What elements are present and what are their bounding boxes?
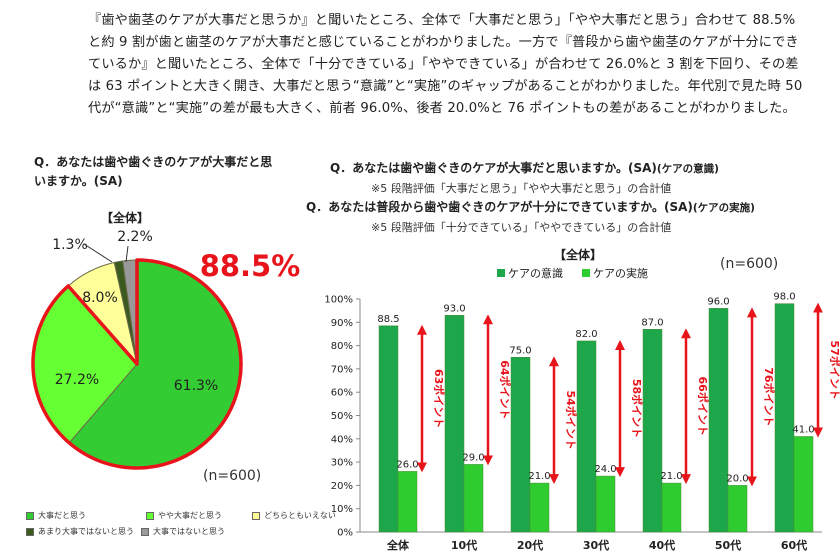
pie-legend-swatch	[26, 527, 34, 536]
bar-question-1: Q．あなたは歯や歯ぐきのケアが大事だと思いますか。(SA)(ケアの意識)	[330, 159, 719, 176]
pie-legend-swatch	[26, 511, 34, 520]
bar-question-1-tag: (ケアの意識)	[656, 163, 719, 175]
pie-slice-label: 1.3%	[52, 237, 88, 253]
pie-legend-swatch	[146, 511, 154, 520]
pie-sample-size: (n=600)	[203, 468, 262, 484]
pie-slice-label: 2.2%	[117, 229, 153, 245]
bar-sample-size: (n=600)	[720, 256, 779, 272]
pie-legend-label: あまり大事ではないと思う	[38, 527, 134, 536]
pie-subtitle: 【全体】	[101, 211, 150, 225]
pie-legend-label: 大事ではないと思う	[153, 527, 225, 536]
pie-leader-line	[125, 245, 129, 263]
bar-question-2-text: Q．あなたは普段から歯や歯ぐきのケアが十分にできていますか。(SA)	[306, 200, 693, 214]
intro-paragraph: 『歯や歯茎のケアが大事だと思うか』と聞いたところ、全体で「大事だと思う」「やや大…	[88, 13, 803, 116]
bar-note-1: ※5 段階評価「大事だと思う」「やや大事だと思う」の合計値	[371, 182, 672, 195]
pie-legend-swatch	[141, 527, 149, 536]
pie-legend-label: どちらともいえない	[264, 511, 336, 520]
pie-highlight-outline	[31, 258, 243, 470]
pie-question: Q．あなたは歯や歯ぐきのケアが大事だと思いますか。(SA)	[34, 155, 273, 188]
pie-slice-label: 8.0%	[82, 290, 118, 306]
pie-leader-line	[83, 243, 113, 263]
bar-question-1-text: Q．あなたは歯や歯ぐきのケアが大事だと思いますか。(SA)	[330, 161, 657, 175]
pie-highlight-value: 88.5%	[200, 249, 301, 283]
bar-question-2: Q．あなたは普段から歯や歯ぐきのケアが十分にできていますか。(SA)(ケアの実施…	[306, 198, 755, 215]
pie-legend-swatch	[252, 511, 260, 520]
pie-slice-label: 61.3%	[174, 378, 218, 394]
pie-legend-item: 大事ではないと思う	[141, 526, 225, 537]
bar-question-2-tag: (ケアの実施)	[692, 202, 755, 214]
bar-note-2: ※5 段階評価「十分できている」「ややできている」の合計値	[371, 221, 672, 234]
pie-legend-label: やや大事だと思う	[158, 511, 222, 520]
pie-legend-item: やや大事だと思う	[146, 510, 222, 521]
pie-legend-label: 大事だと思う	[38, 511, 86, 520]
pie-legend-item: あまり大事ではないと思う	[26, 526, 134, 537]
pie-legend-item: 大事だと思う	[26, 510, 86, 521]
pie-legend-item: どちらともいえない	[252, 510, 336, 521]
pie-slice-label: 27.2%	[55, 372, 99, 388]
